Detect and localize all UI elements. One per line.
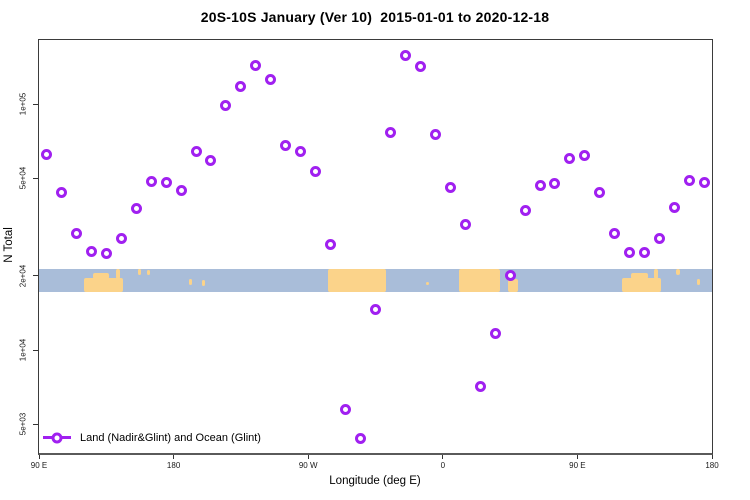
data-point-marker: [100, 247, 112, 259]
data-point-marker: [160, 176, 172, 188]
map-strip-ocean: [39, 268, 712, 292]
data-point-marker: [564, 152, 576, 164]
data-point-marker: [429, 128, 441, 140]
data-point-marker: [669, 201, 681, 213]
data-point-marker: [310, 165, 322, 177]
land-patch: [676, 268, 680, 276]
data-point-marker: [594, 186, 606, 198]
data-point-marker: [489, 327, 501, 339]
data-point-marker: [280, 139, 292, 151]
x-tick: [38, 455, 40, 459]
data-point-marker: [145, 175, 157, 187]
x-tick-label: 0: [440, 461, 446, 470]
y-tick-label: 5e+03: [18, 412, 28, 436]
plot-area: Land (Nadir&Glint) and Ocean (Glint) 90 …: [19, 39, 719, 470]
data-point-marker: [355, 432, 367, 444]
data-point-marker: [519, 205, 531, 216]
data-point-marker: [474, 380, 486, 392]
land-patch: [137, 268, 142, 276]
y-axis-title: N Total: [3, 227, 15, 263]
data-point-marker: [609, 228, 621, 240]
data-point-marker: [639, 247, 651, 259]
data-point-marker: [55, 186, 67, 198]
data-point-marker: [624, 247, 636, 259]
y-tick: [33, 349, 38, 351]
data-point-marker: [205, 154, 217, 166]
data-point-marker: [370, 304, 381, 316]
data-point-marker: [399, 50, 411, 62]
land-patch: [146, 270, 150, 275]
data-point-marker: [265, 73, 277, 85]
y-tick: [33, 275, 38, 277]
land-patch: [622, 278, 662, 292]
x-tick: [173, 455, 175, 459]
data-point-marker: [295, 145, 307, 157]
land-patch: [92, 273, 110, 279]
data-point-marker: [235, 80, 247, 92]
data-point-marker: [549, 177, 561, 189]
data-point-marker: [130, 202, 142, 214]
legend-label: Land (Nadir&Glint) and Ocean (Glint): [80, 431, 261, 444]
data-point-marker: [115, 232, 127, 244]
data-point-marker: [459, 218, 471, 230]
y-tick-label: 1e+05: [18, 92, 28, 116]
x-tick-label: 90 E: [30, 461, 48, 470]
legend: Land (Nadir&Glint) and Ocean (Glint): [43, 430, 261, 445]
x-tick-label: 180: [705, 461, 719, 470]
legend-line-sample: [43, 432, 71, 443]
data-point-marker: [40, 148, 52, 160]
land-patch: [459, 268, 500, 292]
data-point-marker: [190, 145, 202, 157]
data-point-marker: [175, 184, 187, 196]
y-tick: [33, 423, 38, 425]
data-point-marker: [220, 100, 232, 112]
land-patch: [507, 279, 518, 292]
y-tick: [33, 177, 38, 179]
data-point-marker: [70, 228, 82, 240]
land-patch: [654, 268, 659, 279]
land-patch: [697, 279, 701, 286]
land-patch: [188, 279, 192, 286]
x-tick-label: 90 E: [569, 461, 586, 470]
data-point-marker: [444, 181, 456, 193]
x-axis-title: Longitude (deg E): [329, 475, 421, 487]
data-point-marker: [250, 60, 262, 72]
land-patch: [426, 281, 430, 286]
y-tick-label: 5e+04: [18, 166, 28, 190]
x-tick-label: 180: [166, 461, 181, 470]
x-tick: [442, 455, 444, 459]
data-point-marker: [579, 149, 591, 161]
data-point-marker: [504, 270, 516, 282]
legend-circle-marker-icon: [51, 432, 63, 443]
data-point-marker: [684, 174, 696, 186]
data-point-marker: [699, 176, 711, 188]
land-patch: [631, 273, 648, 279]
x-tick: [711, 455, 713, 459]
data-point-marker: [325, 239, 337, 251]
chart-title: 20S-10S January (Ver 10) 2015-01-01 to 2…: [200, 9, 550, 25]
land-patch: [202, 280, 205, 287]
data-point-marker: [534, 179, 546, 191]
x-tick-label: 90 W: [298, 461, 318, 470]
y-tick: [33, 103, 38, 105]
x-tick: [307, 455, 309, 459]
data-point-marker: [85, 246, 97, 258]
data-point-marker: [340, 403, 352, 415]
x-tick: [576, 455, 578, 459]
y-tick-label: 2e+04: [18, 264, 28, 288]
data-point-marker: [414, 61, 426, 73]
data-point-marker: [384, 126, 396, 138]
land-patch: [83, 278, 123, 292]
land-patch: [328, 268, 386, 292]
y-tick-label: 1e+04: [18, 338, 28, 362]
data-point-marker: [654, 232, 666, 244]
land-patch: [116, 268, 120, 279]
